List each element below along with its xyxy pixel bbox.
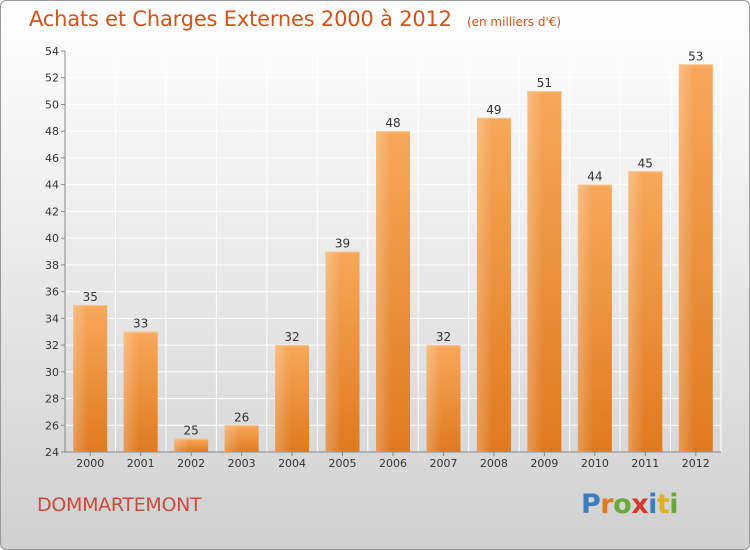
- y-tick-label: 54: [45, 45, 59, 58]
- y-tick-label: 52: [45, 72, 59, 85]
- y-tick-label: 40: [45, 232, 59, 245]
- y-tick-label: 32: [45, 339, 59, 352]
- logo-letter: o: [613, 489, 632, 520]
- data-label: 26: [234, 410, 249, 424]
- x-tick-label: 2000: [76, 457, 104, 470]
- logo-letter: P: [581, 489, 601, 520]
- bar-highlight: [174, 438, 190, 452]
- x-tick-label: 2003: [228, 457, 256, 470]
- data-label: 49: [486, 103, 501, 117]
- y-tick-label: 36: [45, 286, 59, 299]
- y-tick-label: 46: [45, 152, 59, 165]
- chart-unit-note: (en milliers d'€): [466, 15, 562, 29]
- x-tick-label: 2005: [329, 457, 357, 470]
- x-tick-label: 2004: [278, 457, 306, 470]
- proxiti-logo: Proxiti: [581, 489, 679, 520]
- bar-highlight: [123, 331, 139, 452]
- bar-highlight: [73, 304, 89, 452]
- x-tick-label: 2001: [127, 457, 155, 470]
- bar-highlight: [527, 91, 543, 452]
- x-tick-label: 2002: [177, 457, 205, 470]
- chart-title: Achats et Charges Externes 2000 à 2012 (…: [29, 7, 561, 31]
- bar-highlight: [577, 184, 594, 452]
- y-tick-label: 24: [45, 446, 59, 459]
- bar-highlight: [224, 425, 240, 452]
- data-label: 33: [133, 317, 148, 331]
- x-tick-label: 2012: [682, 457, 710, 470]
- data-label: 45: [638, 156, 653, 170]
- data-label: 48: [385, 116, 400, 130]
- logo-letter: i: [648, 489, 657, 520]
- data-label: 39: [335, 237, 350, 251]
- bar-highlight: [426, 345, 442, 452]
- y-tick-label: 42: [45, 205, 59, 218]
- y-tick-label: 28: [45, 393, 59, 406]
- y-tick-label: 44: [45, 179, 59, 192]
- bar-highlight: [678, 64, 695, 452]
- x-tick-label: 2006: [379, 457, 407, 470]
- data-label: 32: [436, 330, 451, 344]
- x-tick-label: 2010: [581, 457, 609, 470]
- data-label: 35: [83, 290, 98, 304]
- data-label: 51: [537, 76, 552, 90]
- y-tick-label: 30: [45, 366, 59, 379]
- bar-highlight: [376, 131, 392, 452]
- bar-highlight: [275, 345, 291, 452]
- chart-title-text: Achats et Charges Externes 2000 à 2012: [29, 7, 452, 31]
- data-label: 53: [688, 49, 703, 63]
- town-name: DOMMARTEMONT: [37, 494, 202, 516]
- bar-highlight: [628, 171, 644, 453]
- logo-letter: r: [600, 489, 614, 520]
- x-tick-label: 2011: [631, 457, 659, 470]
- bar-highlight: [325, 251, 341, 452]
- y-tick-label: 38: [45, 259, 59, 272]
- y-tick-label: 48: [45, 125, 59, 138]
- x-tick-label: 2008: [480, 457, 508, 470]
- logo-letter: t: [656, 489, 670, 520]
- y-tick-label: 50: [45, 98, 59, 111]
- x-tick-label: 2009: [530, 457, 558, 470]
- logo-letter: i: [669, 489, 679, 520]
- x-tick-label: 2007: [429, 457, 457, 470]
- bar-highlight: [476, 117, 493, 452]
- data-label: 25: [184, 424, 199, 438]
- data-label: 32: [284, 330, 299, 344]
- logo-letter: x: [631, 489, 649, 520]
- labels: 35 2000 33 2001 25 2002 26 2003 32 2004 39 2005 48 20…: [76, 49, 710, 470]
- y-tick-label: 34: [45, 312, 59, 325]
- bars: [73, 64, 713, 453]
- data-label: 44: [587, 170, 602, 184]
- y-tick-label: 26: [45, 419, 59, 432]
